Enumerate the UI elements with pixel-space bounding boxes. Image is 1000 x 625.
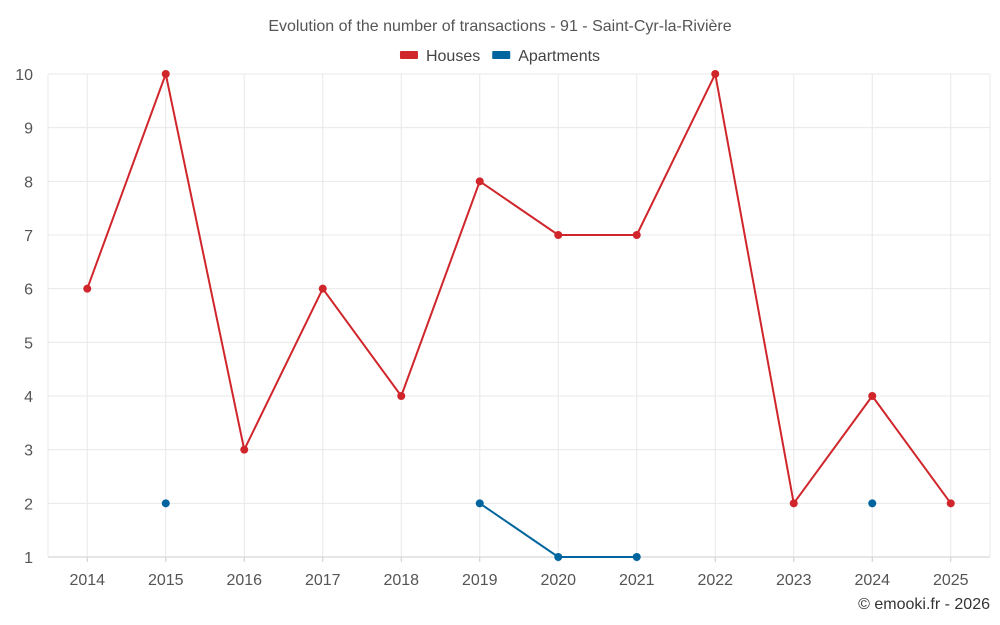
x-tick-label: 2016 <box>226 572 262 589</box>
series-layer <box>83 70 955 561</box>
data-point[interactable] <box>240 445 249 454</box>
legend-swatch[interactable] <box>492 51 511 59</box>
x-axis-ticks: 2014 2015 2016 2017 2018 2019 2020 2021 2022 2023… <box>69 557 969 589</box>
y-tick-label: 3 <box>24 443 33 460</box>
y-tick-label: 7 <box>24 228 33 245</box>
y-tick-label: 5 <box>24 335 33 352</box>
y-tick-label: 8 <box>24 174 33 191</box>
legend-label: Houses <box>426 48 480 65</box>
data-point[interactable] <box>632 231 641 239</box>
y-tick-label: 9 <box>24 121 33 138</box>
x-tick-label: 2019 <box>462 572 498 589</box>
credit-text: © emooki.fr - 2026 <box>858 596 990 613</box>
x-tick-label: 2024 <box>854 572 890 589</box>
data-point[interactable] <box>711 70 720 78</box>
legend-swatch[interactable] <box>399 51 418 59</box>
data-point[interactable] <box>632 553 641 561</box>
y-tick-label: 4 <box>24 389 33 406</box>
x-tick-label: 2018 <box>383 572 419 589</box>
data-point[interactable] <box>946 499 955 508</box>
y-tick-label: 6 <box>24 282 33 299</box>
x-tick-label: 2020 <box>540 572 576 589</box>
y-tick-label: 1 <box>24 550 33 567</box>
data-point[interactable] <box>868 392 877 400</box>
y-tick-label: 10 <box>15 67 33 84</box>
data-point[interactable] <box>318 284 327 293</box>
legend: Houses Apartments <box>399 48 600 65</box>
x-tick-label: 2021 <box>619 572 655 589</box>
y-tick-label: 2 <box>24 496 33 513</box>
x-tick-label: 2017 <box>305 572 341 589</box>
series-houses <box>83 70 955 508</box>
data-point[interactable] <box>161 70 170 78</box>
series-line <box>86 70 952 506</box>
series-apartments <box>161 499 877 561</box>
x-tick-label: 2022 <box>697 572 733 589</box>
data-point[interactable] <box>868 499 877 508</box>
x-tick-label: 2023 <box>776 572 812 589</box>
x-tick-label: 2015 <box>148 572 184 589</box>
data-point[interactable] <box>554 231 563 239</box>
data-point[interactable] <box>789 499 798 508</box>
data-point[interactable] <box>475 499 484 508</box>
data-point[interactable] <box>397 392 406 400</box>
chart-title: Evolution of the number of transactions … <box>268 18 731 35</box>
data-point[interactable] <box>161 499 170 508</box>
y-axis-ticks: 1 2 3 4 5 6 7 8 9 10 <box>15 67 33 567</box>
legend-label: Apartments <box>518 48 600 65</box>
data-point[interactable] <box>475 177 484 186</box>
data-point[interactable] <box>83 284 92 293</box>
grid-lines <box>47 73 991 558</box>
data-point[interactable] <box>554 553 563 561</box>
x-tick-label: 2014 <box>69 572 105 589</box>
x-tick-label: 2025 <box>933 572 969 589</box>
